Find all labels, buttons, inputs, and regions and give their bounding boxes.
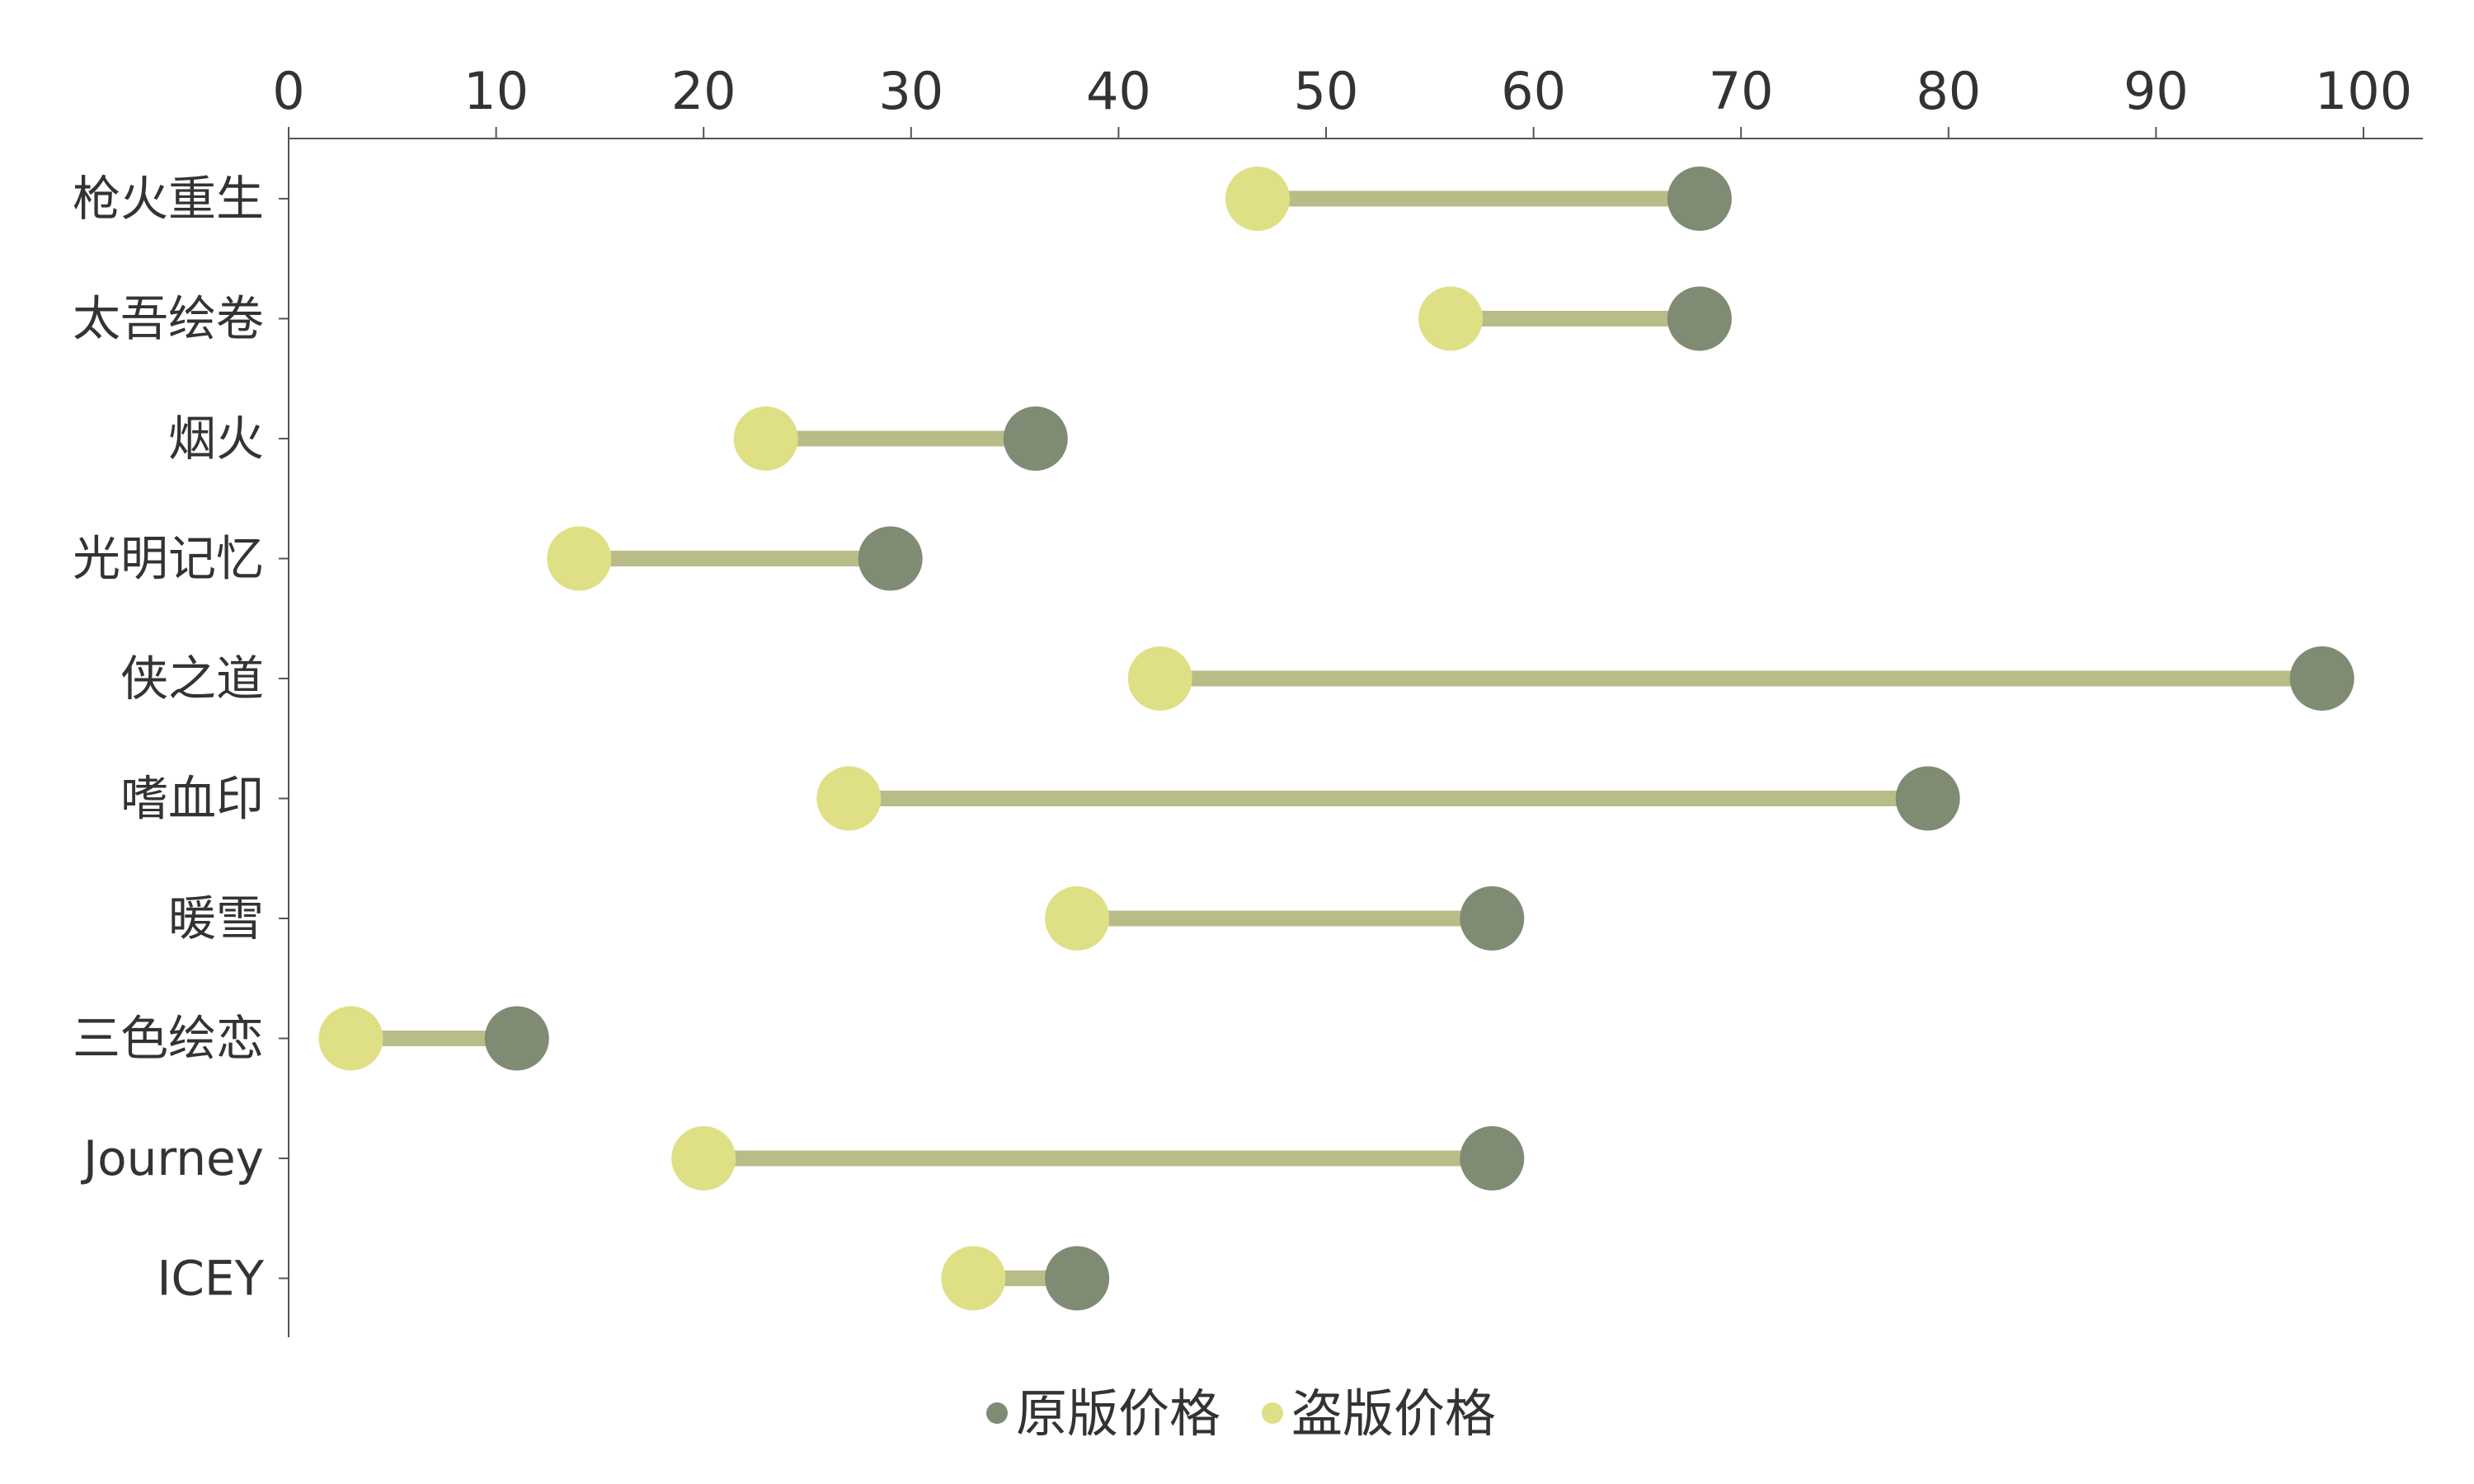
category-label: 三色绘恋 <box>73 1011 264 1067</box>
category-label: 枪火重生 <box>73 171 264 227</box>
category-label: 太吾绘卷 <box>73 291 264 347</box>
pirated-price-point[interactable] <box>1418 286 1483 351</box>
pirated-price-point[interactable] <box>941 1246 1006 1311</box>
category-label: 光明记忆 <box>73 531 264 587</box>
pirated-price-point[interactable] <box>547 526 612 591</box>
category-label: Journey <box>81 1130 264 1186</box>
legend-item-original[interactable]: 原版价格 <box>986 1383 1221 1444</box>
legend-marker-original <box>986 1402 1008 1424</box>
axis-layer: 0 10 20 30 40 50 60 70 80 90 100 <box>272 61 2423 1337</box>
pirated-price-point[interactable] <box>1045 886 1110 951</box>
pirated-price-point[interactable] <box>1127 646 1192 711</box>
x-tick-label: 60 <box>1501 61 1566 121</box>
x-tick-label: 20 <box>671 61 736 121</box>
x-tick-label: 100 <box>2315 61 2412 121</box>
pirated-price-point[interactable] <box>318 1006 383 1071</box>
pirated-price-point[interactable] <box>671 1126 736 1190</box>
x-tick-label: 30 <box>878 61 943 121</box>
legend: 原版价格 盗版价格 <box>986 1383 1496 1444</box>
legend-marker-pirated <box>1262 1402 1283 1424</box>
pirated-price-point[interactable] <box>1225 167 1290 231</box>
original-price-point[interactable] <box>1895 766 1960 831</box>
category-label: 烟火 <box>168 411 264 467</box>
x-tick-label: 50 <box>1294 61 1359 121</box>
x-tick-label: 10 <box>463 61 529 121</box>
original-price-point[interactable] <box>1667 286 1732 351</box>
x-tick-label: 40 <box>1086 61 1151 121</box>
legend-label-pirated: 盗版价格 <box>1291 1383 1496 1444</box>
original-price-point[interactable] <box>2289 646 2354 711</box>
category-label: 嗜血印 <box>120 771 264 827</box>
legend-label-original: 原版价格 <box>1016 1383 1221 1444</box>
category-label: 侠之道 <box>120 650 264 707</box>
x-tick-label: 80 <box>1916 61 1981 121</box>
pirated-price-point[interactable] <box>733 406 798 471</box>
x-tick-label: 0 <box>272 61 304 121</box>
category-label: 暖雪 <box>168 890 264 946</box>
category-label: ICEY <box>157 1251 264 1307</box>
original-price-point[interactable] <box>1003 406 1068 471</box>
original-price-point[interactable] <box>858 526 923 591</box>
original-price-point[interactable] <box>484 1006 549 1071</box>
legend-item-pirated[interactable]: 盗版价格 <box>1262 1383 1496 1444</box>
dot-layer <box>318 167 2354 1311</box>
original-price-point[interactable] <box>1667 167 1732 231</box>
original-price-point[interactable] <box>1045 1246 1110 1311</box>
original-price-point[interactable] <box>1460 1126 1525 1190</box>
pirated-price-point[interactable] <box>816 766 882 831</box>
x-tick-label: 90 <box>2124 61 2189 121</box>
x-tick-label: 70 <box>1709 61 1774 121</box>
original-price-point[interactable] <box>1460 886 1525 951</box>
connector-layer <box>350 190 2322 1286</box>
